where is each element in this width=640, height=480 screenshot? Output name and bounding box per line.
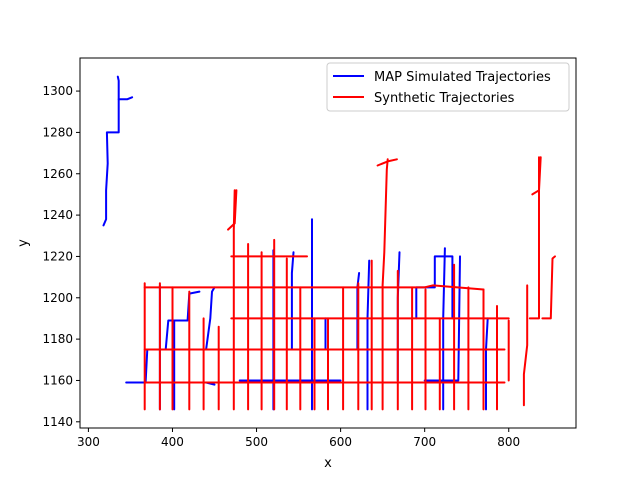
y-tick-label: 1300 xyxy=(42,84,73,98)
y-tick-label: 1280 xyxy=(42,125,73,139)
trajectory-segment xyxy=(366,259,371,411)
x-axis-label: x xyxy=(324,456,332,471)
x-tick-label: 400 xyxy=(161,435,184,449)
x-tick-label: 700 xyxy=(413,435,436,449)
plot-frame xyxy=(79,57,577,429)
legend-box xyxy=(326,62,570,112)
legend: MAP Simulated Trajectories Synthetic Tra… xyxy=(326,62,570,112)
x-tick-label: 300 xyxy=(77,435,100,449)
x-tick-label: 500 xyxy=(245,435,268,449)
trajectory-segment xyxy=(205,286,216,351)
legend-label-map-simulated: MAP Simulated Trajectories xyxy=(374,70,551,85)
trajectory-segment xyxy=(442,247,446,411)
y-tick-label: 1220 xyxy=(42,249,73,263)
series-map-simulated xyxy=(102,75,489,411)
trajectory-segment xyxy=(290,251,295,351)
trajectory-segment xyxy=(227,189,238,231)
y-tick-label: 1200 xyxy=(42,291,73,305)
legend-label-synthetic: Synthetic Trajectories xyxy=(374,91,515,106)
series-layer xyxy=(102,75,556,411)
trajectory-segment xyxy=(415,255,454,320)
trajectory-segment xyxy=(306,317,327,351)
y-tick-label: 1160 xyxy=(42,373,73,387)
x-tick-label: 800 xyxy=(497,435,520,449)
trajectory-segment xyxy=(381,158,389,411)
y-tick-label: 1180 xyxy=(42,332,73,346)
trajectory-segment xyxy=(528,156,540,320)
y-axis-label: y xyxy=(16,239,31,247)
y-axis: 1140 1160 1180 1200 1220 1240 1260 1280 1300 xyxy=(42,84,80,429)
trajectory-segment xyxy=(531,156,542,196)
y-tick-label: 1140 xyxy=(42,415,73,429)
series-synthetic xyxy=(143,156,556,411)
trajectory-segment xyxy=(423,255,461,382)
trajectory-segment xyxy=(102,96,134,227)
x-tick-label: 600 xyxy=(329,435,352,449)
trajectory-segment xyxy=(485,317,489,411)
y-tick-label: 1240 xyxy=(42,208,73,222)
trajectory-segment xyxy=(143,284,485,291)
trajectory-segment xyxy=(541,255,556,320)
y-tick-label: 1260 xyxy=(42,167,73,181)
trajectory-segment xyxy=(116,75,120,101)
trajectory-segment xyxy=(232,189,236,411)
trajectory-segment xyxy=(522,284,529,407)
trajectory-segment xyxy=(376,158,398,167)
x-axis: 300 400 500 600 700 800 xyxy=(77,428,520,449)
